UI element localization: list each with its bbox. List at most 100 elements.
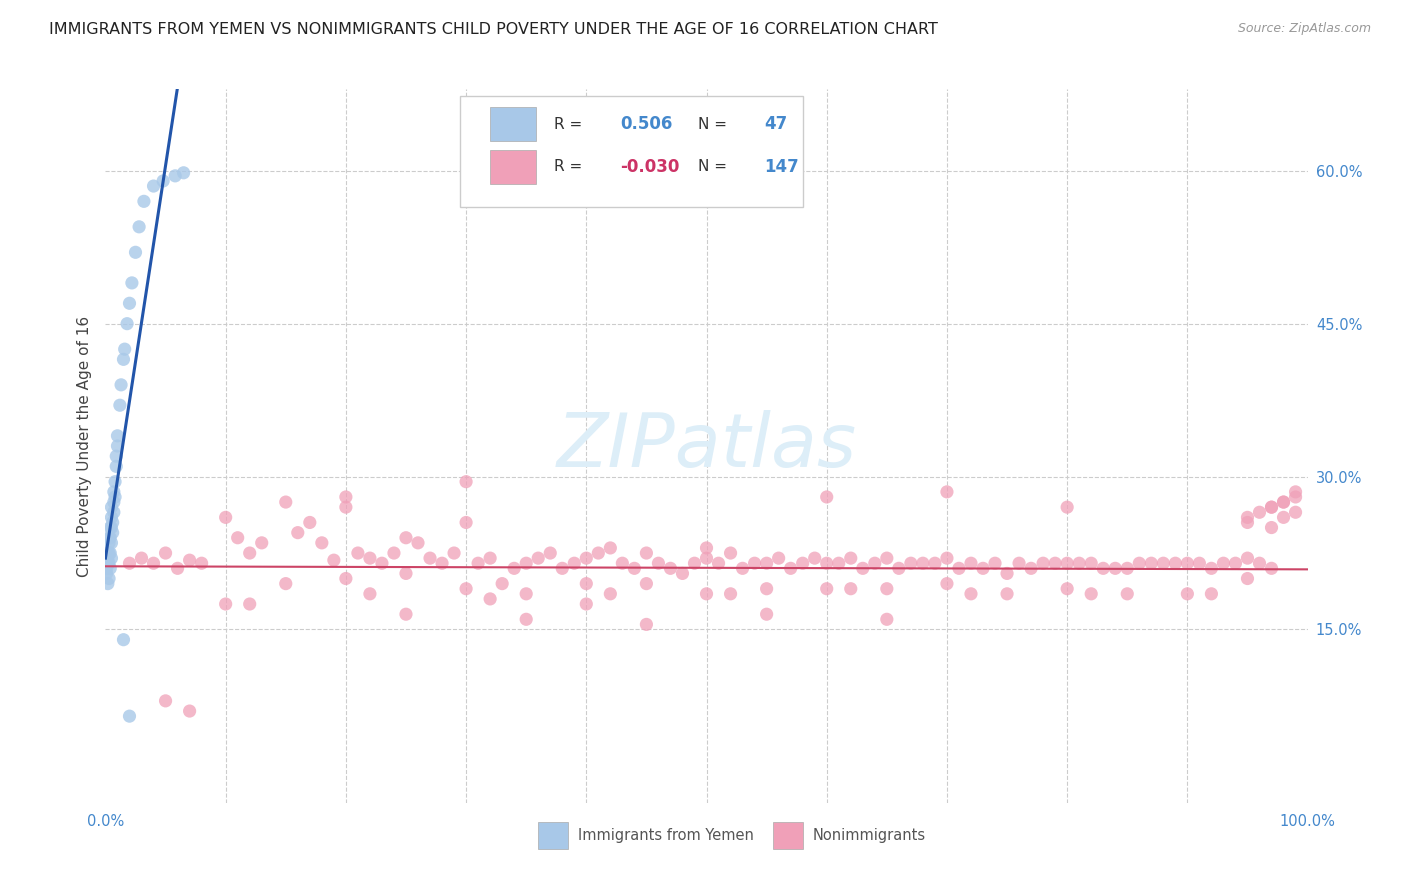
Point xyxy=(1272,495,1295,509)
Point xyxy=(936,576,959,591)
Point xyxy=(97,556,120,570)
Point xyxy=(863,556,886,570)
Point xyxy=(214,597,236,611)
Point xyxy=(792,556,814,570)
Point xyxy=(152,174,174,188)
Point xyxy=(515,556,537,570)
Point xyxy=(100,551,122,566)
Point xyxy=(335,490,357,504)
Point xyxy=(1177,587,1199,601)
Point xyxy=(1284,484,1306,499)
Point xyxy=(803,551,825,566)
Point xyxy=(1008,556,1031,570)
Point xyxy=(1056,556,1078,570)
Point xyxy=(101,525,124,540)
Point xyxy=(828,556,851,570)
Point xyxy=(98,531,121,545)
Point xyxy=(239,546,262,560)
Point xyxy=(103,484,125,499)
Point xyxy=(479,551,502,566)
Point xyxy=(430,556,453,570)
Point xyxy=(936,551,959,566)
Point xyxy=(731,561,754,575)
Point xyxy=(166,561,188,575)
Point xyxy=(274,495,297,509)
Text: ZIPatlas: ZIPatlas xyxy=(557,410,856,482)
Point xyxy=(995,566,1018,581)
Point xyxy=(1249,556,1271,570)
Point xyxy=(443,546,465,560)
Point xyxy=(103,505,125,519)
Point xyxy=(755,607,778,622)
Point xyxy=(121,276,143,290)
Point xyxy=(274,576,297,591)
Point xyxy=(96,566,118,581)
Point xyxy=(588,546,610,560)
Point xyxy=(515,587,537,601)
Point xyxy=(491,576,513,591)
Point xyxy=(98,572,121,586)
Point xyxy=(1236,551,1258,566)
Text: Immigrants from Yemen: Immigrants from Yemen xyxy=(578,828,754,843)
Point xyxy=(1225,556,1247,570)
Text: N =: N = xyxy=(699,117,727,132)
Point xyxy=(98,531,121,545)
Point xyxy=(960,556,983,570)
Point xyxy=(97,546,120,560)
Point xyxy=(226,531,249,545)
Point xyxy=(108,398,131,412)
Point xyxy=(599,541,621,555)
Point xyxy=(371,556,394,570)
Text: 47: 47 xyxy=(765,115,787,133)
Point xyxy=(100,510,122,524)
Point xyxy=(131,551,153,566)
Bar xyxy=(538,822,568,849)
Point xyxy=(98,536,121,550)
Point xyxy=(347,546,370,560)
Point xyxy=(636,576,658,591)
Point xyxy=(1249,505,1271,519)
Point xyxy=(696,541,718,555)
Point xyxy=(128,219,150,234)
Point xyxy=(155,694,177,708)
Point xyxy=(298,516,321,530)
Point xyxy=(839,582,862,596)
Point xyxy=(1164,556,1187,570)
Point xyxy=(98,561,121,575)
Point xyxy=(142,556,165,570)
Point xyxy=(322,553,344,567)
Point xyxy=(755,582,778,596)
Point xyxy=(1080,556,1102,570)
Point xyxy=(124,245,146,260)
Point xyxy=(1212,556,1234,570)
Text: N =: N = xyxy=(699,160,727,175)
Bar xyxy=(773,822,803,849)
Text: R =: R = xyxy=(554,117,582,132)
Point xyxy=(612,556,634,570)
Text: R =: R = xyxy=(554,160,582,175)
Point xyxy=(98,520,121,534)
Text: 0.506: 0.506 xyxy=(620,115,672,133)
Point xyxy=(527,551,550,566)
Point xyxy=(948,561,970,575)
Text: -0.030: -0.030 xyxy=(620,158,679,176)
Point xyxy=(696,587,718,601)
Point xyxy=(671,566,693,581)
Point xyxy=(1019,561,1042,575)
Point xyxy=(1116,587,1139,601)
Point xyxy=(779,561,801,575)
Point xyxy=(659,561,682,575)
Point xyxy=(1272,510,1295,524)
Point xyxy=(503,561,526,575)
Point xyxy=(623,561,645,575)
Point xyxy=(456,516,478,530)
Point xyxy=(110,377,132,392)
Point xyxy=(1043,556,1066,570)
Point xyxy=(876,551,898,566)
Point xyxy=(815,490,838,504)
Point xyxy=(551,561,574,575)
Point xyxy=(984,556,1007,570)
Point xyxy=(118,556,141,570)
Point xyxy=(562,556,585,570)
Point xyxy=(1284,490,1306,504)
